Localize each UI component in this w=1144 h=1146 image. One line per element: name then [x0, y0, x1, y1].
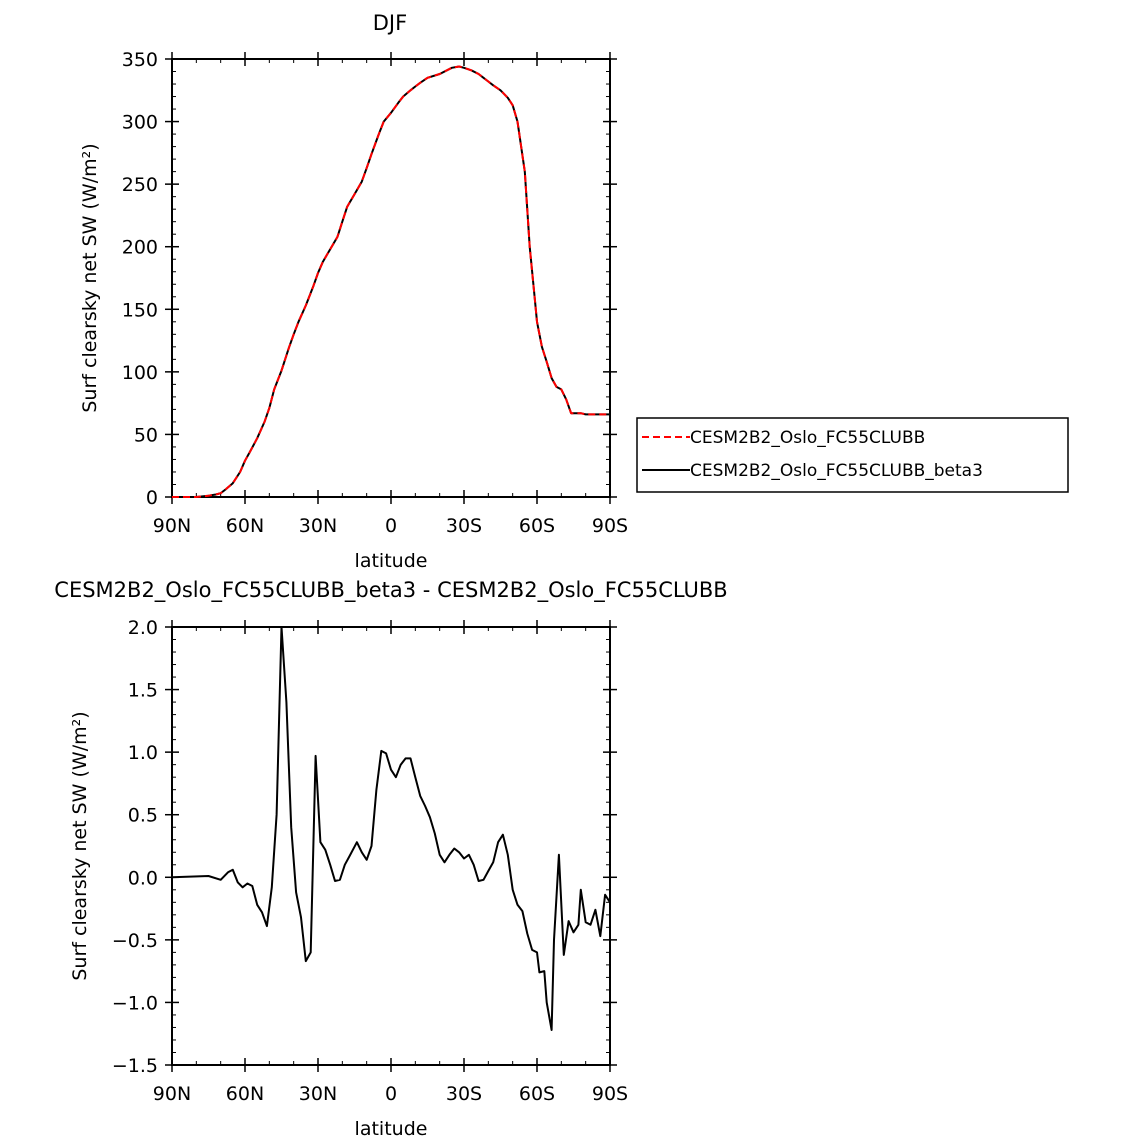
- data-lines: [171, 626, 611, 1031]
- y-tick-label: 250: [122, 174, 158, 196]
- series-line-0: [171, 626, 611, 1031]
- y-tick-label: 0.5: [128, 805, 158, 827]
- y-tick-label: 300: [122, 112, 158, 134]
- y-tick-label: 200: [122, 237, 158, 259]
- x-tick-label: 90N: [153, 1083, 191, 1105]
- panel-climatology: DJF 0 50 100 150 200 250 300 350 90N 60N 30N 0 30S 6…: [79, 11, 628, 572]
- y-tick-label: 350: [122, 49, 158, 71]
- legend: CESM2B2_Oslo_FC55CLUBB CESM2B2_Oslo_FC55…: [636, 417, 1069, 493]
- x-tick-label: 0: [385, 515, 397, 537]
- x-tick-label: 60N: [226, 515, 264, 537]
- x-tick-label: 30S: [446, 1083, 482, 1105]
- chart-title: DJF: [373, 11, 407, 35]
- x-tick-labels: 90N 60N 30N 0 30S 60S 90S: [153, 515, 628, 537]
- x-tick-label: 0: [385, 1083, 397, 1105]
- plot-frame: [171, 626, 611, 1066]
- x-axis-label: latitude: [355, 1118, 428, 1140]
- y-tick-label: −0.5: [112, 930, 158, 952]
- x-axis-label: latitude: [355, 550, 428, 572]
- data-lines: [172, 65, 610, 498]
- x-tick-label: 30N: [299, 1083, 337, 1105]
- y-tick-label: 150: [122, 299, 158, 321]
- x-tick-label: 30N: [299, 515, 337, 537]
- x-tick-label: 90S: [592, 515, 628, 537]
- x-tick-label: 90N: [153, 515, 191, 537]
- x-tick-label: 60S: [519, 1083, 555, 1105]
- panel-difference: CESM2B2_Oslo_FC55CLUBB_beta3 - CESM2B2_O…: [54, 578, 727, 1140]
- x-tick-label: 30S: [446, 515, 482, 537]
- series-line-1: [172, 65, 610, 498]
- legend-box: [636, 417, 1069, 493]
- y-axis-label: Surf clearsky net SW (W/m²): [69, 711, 91, 980]
- legend-label-control: CESM2B2_Oslo_FC55CLUBB: [690, 428, 925, 448]
- x-tick-label: 90S: [592, 1083, 628, 1105]
- x-tick-label: 60N: [226, 1083, 264, 1105]
- tick-marks: [165, 620, 617, 1072]
- x-tick-labels: 90N 60N 30N 0 30S 60S 90S: [153, 1083, 628, 1105]
- y-axis-label: Surf clearsky net SW (W/m²): [79, 143, 101, 412]
- y-tick-labels: 0 50 100 150 200 250 300 350: [122, 49, 158, 509]
- y-tick-label: −1.0: [112, 992, 158, 1014]
- tick-marks: [165, 52, 617, 504]
- y-tick-label: −1.5: [112, 1055, 158, 1077]
- y-tick-label: 100: [122, 362, 158, 384]
- y-tick-labels: −1.5 −1.0 −0.5 0.0 0.5 1.0 1.5 2.0: [112, 617, 158, 1077]
- plot-frame: [171, 58, 611, 498]
- chart-title: CESM2B2_Oslo_FC55CLUBB_beta3 - CESM2B2_O…: [54, 578, 727, 603]
- x-tick-label: 60S: [519, 515, 555, 537]
- legend-label-beta3: CESM2B2_Oslo_FC55CLUBB_beta3: [690, 461, 983, 481]
- y-tick-label: 0: [146, 487, 158, 509]
- y-tick-label: 1.5: [128, 680, 158, 702]
- y-tick-label: 2.0: [128, 617, 158, 639]
- y-tick-label: 1.0: [128, 742, 158, 764]
- series-line-0: [172, 65, 610, 498]
- y-tick-label: 50: [134, 424, 158, 446]
- y-tick-label: 0.0: [128, 867, 158, 889]
